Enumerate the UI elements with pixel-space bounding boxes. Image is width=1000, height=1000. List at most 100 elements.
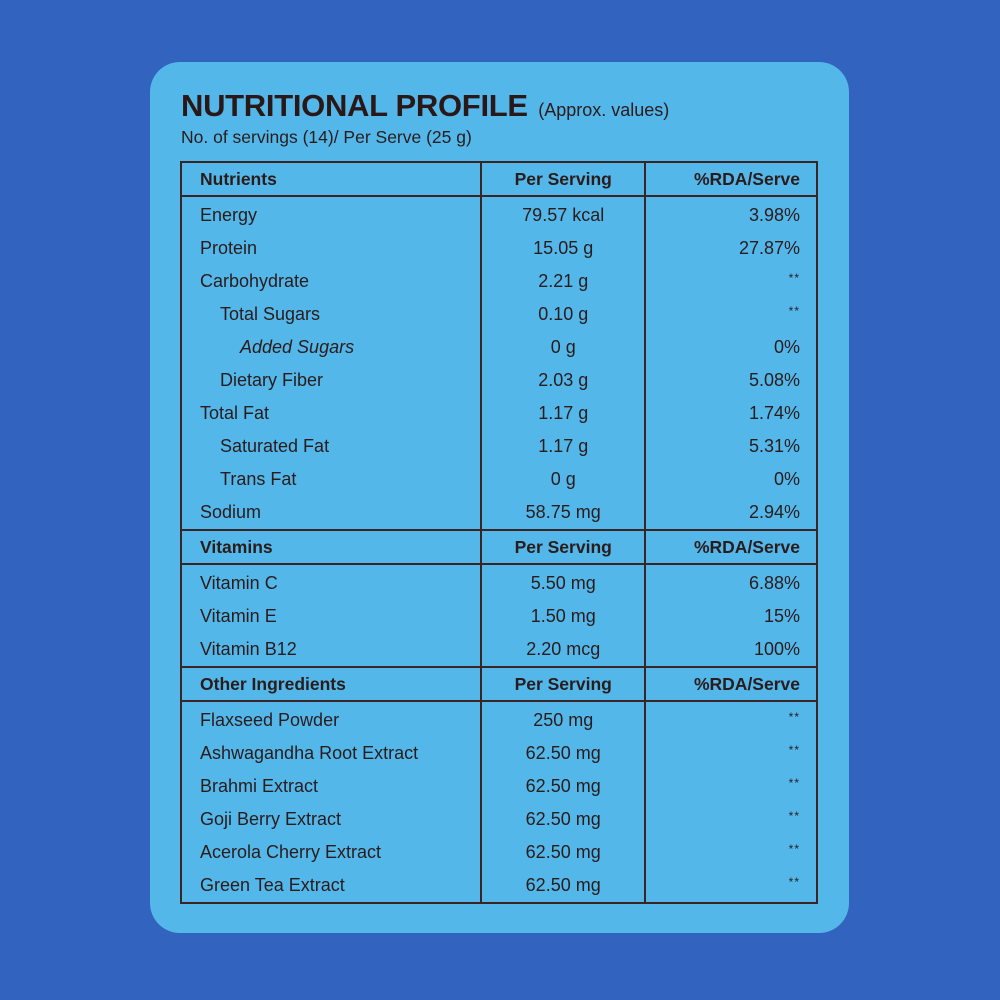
nutrient-name: Green Tea Extract: [180, 869, 482, 904]
per-serving-value: 5.50 mg: [479, 564, 647, 600]
nutrition-card: NUTRITIONAL PROFILE (Approx. values) No.…: [150, 62, 849, 933]
rda-value: 5.31%: [644, 430, 818, 463]
rda-value: 6.88%: [644, 564, 818, 600]
per-serving-value: 0.10 g: [479, 298, 647, 331]
table-row: Green Tea Extract 62.50 mg **: [180, 869, 818, 904]
column-header: %RDA/Serve: [644, 666, 818, 702]
per-serving-value: 62.50 mg: [479, 803, 647, 836]
table-row: Brahmi Extract 62.50 mg **: [180, 770, 818, 803]
table-row: Saturated Fat 1.17 g 5.31%: [180, 430, 818, 463]
not-established-marker: **: [788, 743, 800, 757]
rda-value: **: [644, 836, 818, 869]
not-established-marker: **: [788, 776, 800, 790]
section-header-row: Vitamins Per Serving %RDA/Serve: [180, 529, 818, 565]
table-row: Acerola Cherry Extract 62.50 mg **: [180, 836, 818, 869]
per-serving-value: 15.05 g: [479, 232, 647, 265]
nutrient-name: Dietary Fiber: [180, 364, 482, 397]
per-serving-value: 0 g: [479, 331, 647, 364]
servings-subtitle: No. of servings (14)/ Per Serve (25 g): [181, 127, 472, 147]
per-serving-value: 62.50 mg: [479, 737, 647, 770]
rda-value: 0%: [644, 331, 818, 364]
table-row: Vitamin E 1.50 mg 15%: [180, 600, 818, 633]
nutrient-name: Vitamin B12: [180, 633, 482, 668]
rda-value: **: [644, 803, 818, 836]
rda-value: **: [644, 869, 818, 904]
table-row: Dietary Fiber 2.03 g 5.08%: [180, 364, 818, 397]
nutrition-table: Nutrients Per Serving %RDA/Serve Energy 79.5…: [180, 161, 818, 904]
nutrient-name: Flaxseed Powder: [180, 701, 482, 737]
per-serving-value: 2.20 mcg: [479, 633, 647, 668]
column-header: Per Serving: [479, 529, 647, 565]
table-row: Ashwagandha Root Extract 62.50 mg **: [180, 737, 818, 770]
table-row: Flaxseed Powder 250 mg **: [180, 701, 818, 737]
per-serving-value: 79.57 kcal: [479, 196, 647, 232]
rda-value: 27.87%: [644, 232, 818, 265]
table-row: Vitamin C 5.50 mg 6.88%: [180, 564, 818, 600]
per-serving-value: 62.50 mg: [479, 836, 647, 869]
rda-value: **: [644, 298, 818, 331]
per-serving-value: 1.17 g: [479, 430, 647, 463]
not-established-marker: **: [788, 875, 800, 889]
per-serving-value: 1.17 g: [479, 397, 647, 430]
per-serving-value: 250 mg: [479, 701, 647, 737]
nutrient-name: Total Sugars: [180, 298, 482, 331]
table-row: Energy 79.57 kcal 3.98%: [180, 196, 818, 232]
per-serving-value: 0 g: [479, 463, 647, 496]
per-serving-value: 2.21 g: [479, 265, 647, 298]
not-established-marker: **: [788, 842, 800, 856]
table-row: Sodium 58.75 mg 2.94%: [180, 496, 818, 531]
rda-value: **: [644, 770, 818, 803]
nutrient-name: Goji Berry Extract: [180, 803, 482, 836]
table-row: Total Sugars 0.10 g **: [180, 298, 818, 331]
rda-value: 2.94%: [644, 496, 818, 531]
nutrient-name: Sodium: [180, 496, 482, 531]
table-row: Trans Fat 0 g 0%: [180, 463, 818, 496]
per-serving-value: 58.75 mg: [479, 496, 647, 531]
nutrient-name: Carbohydrate: [180, 265, 482, 298]
per-serving-value: 2.03 g: [479, 364, 647, 397]
rda-value: **: [644, 701, 818, 737]
table-row: Carbohydrate 2.21 g **: [180, 265, 818, 298]
per-serving-value: 1.50 mg: [479, 600, 647, 633]
column-header: Other Ingredients: [180, 666, 482, 702]
column-header: Nutrients: [180, 161, 482, 197]
nutrient-name: Protein: [180, 232, 482, 265]
column-header: %RDA/Serve: [644, 161, 818, 197]
nutrient-name: Trans Fat: [180, 463, 482, 496]
nutrient-name: Saturated Fat: [180, 430, 482, 463]
rda-value: **: [644, 737, 818, 770]
nutrient-name: Total Fat: [180, 397, 482, 430]
table-row: Vitamin B12 2.20 mcg 100%: [180, 633, 818, 668]
nutrient-name: Vitamin C: [180, 564, 482, 600]
nutrient-name: Brahmi Extract: [180, 770, 482, 803]
rda-value: 0%: [644, 463, 818, 496]
rda-value: 3.98%: [644, 196, 818, 232]
nutrient-name: Energy: [180, 196, 482, 232]
table-row: Protein 15.05 g 27.87%: [180, 232, 818, 265]
table-row: Added Sugars 0 g 0%: [180, 331, 818, 364]
not-established-marker: **: [788, 271, 800, 285]
column-header: Per Serving: [479, 161, 647, 197]
table-row: Total Fat 1.17 g 1.74%: [180, 397, 818, 430]
per-serving-value: 62.50 mg: [479, 770, 647, 803]
not-established-marker: **: [788, 304, 800, 318]
rda-value: 1.74%: [644, 397, 818, 430]
table-row: Goji Berry Extract 62.50 mg **: [180, 803, 818, 836]
nutrient-name: Added Sugars: [180, 331, 482, 364]
column-header: Per Serving: [479, 666, 647, 702]
title-note: (Approx. values): [538, 100, 670, 120]
rda-value: 5.08%: [644, 364, 818, 397]
title-row: NUTRITIONAL PROFILE (Approx. values): [181, 88, 669, 124]
nutrient-name: Vitamin E: [180, 600, 482, 633]
rda-value: 15%: [644, 600, 818, 633]
column-header: %RDA/Serve: [644, 529, 818, 565]
nutrient-name: Acerola Cherry Extract: [180, 836, 482, 869]
nutrient-name: Ashwagandha Root Extract: [180, 737, 482, 770]
per-serving-value: 62.50 mg: [479, 869, 647, 904]
section-header-row: Other Ingredients Per Serving %RDA/Serve: [180, 666, 818, 702]
rda-value: 100%: [644, 633, 818, 668]
not-established-marker: **: [788, 809, 800, 823]
rda-value: **: [644, 265, 818, 298]
page-title: NUTRITIONAL PROFILE: [181, 88, 528, 123]
column-header: Vitamins: [180, 529, 482, 565]
